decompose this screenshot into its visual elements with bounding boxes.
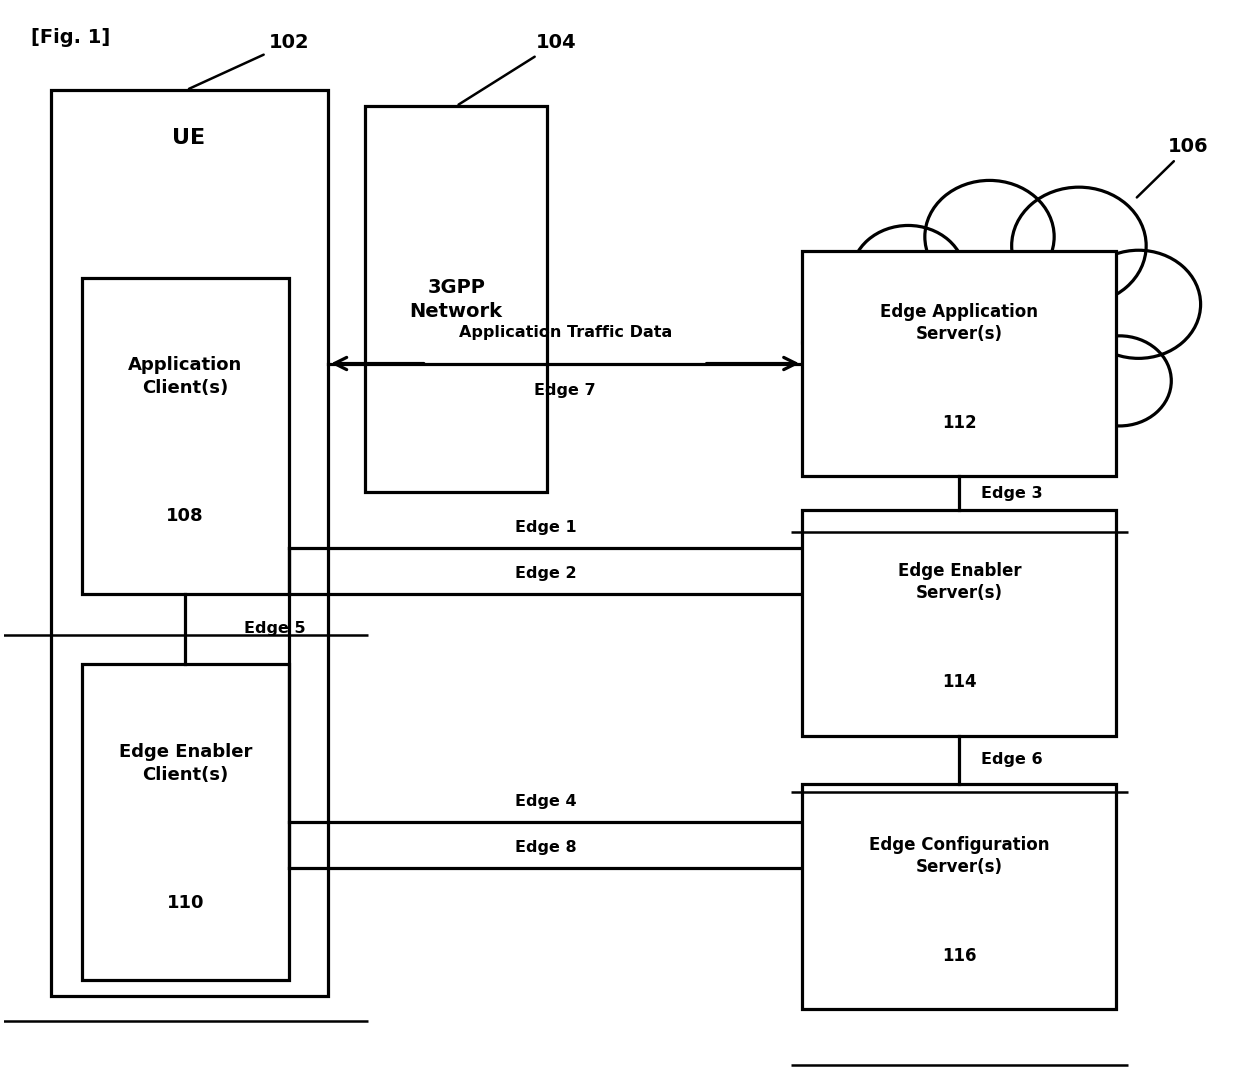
Bar: [51, 90, 329, 997]
Circle shape: [852, 226, 965, 324]
Text: 102: 102: [188, 34, 310, 89]
Text: 112: 112: [942, 414, 977, 431]
Circle shape: [1012, 187, 1146, 304]
Text: 114: 114: [942, 673, 977, 691]
Circle shape: [965, 361, 1079, 459]
Circle shape: [802, 293, 916, 392]
Text: Edge 4: Edge 4: [515, 793, 577, 809]
Circle shape: [1076, 250, 1200, 359]
Text: Edge 8: Edge 8: [515, 840, 577, 855]
Text: Edge 5: Edge 5: [244, 622, 306, 637]
Text: Edge 7: Edge 7: [534, 383, 596, 398]
Text: Edge 2: Edge 2: [515, 566, 577, 582]
Bar: [802, 251, 1116, 476]
Circle shape: [1068, 336, 1172, 426]
Text: Edge 3: Edge 3: [982, 485, 1043, 501]
Text: Edge 1: Edge 1: [515, 520, 577, 535]
Text: Edge Enabler
Server(s): Edge Enabler Server(s): [898, 562, 1021, 602]
Bar: [82, 664, 289, 980]
Text: 116: 116: [942, 947, 977, 964]
Text: Edge 6: Edge 6: [982, 752, 1043, 768]
Text: Application Traffic Data: Application Traffic Data: [459, 325, 672, 339]
Bar: [802, 784, 1116, 1010]
Circle shape: [925, 181, 1054, 293]
Text: Application
Client(s): Application Client(s): [128, 357, 242, 398]
Text: 108: 108: [166, 507, 205, 525]
Circle shape: [884, 353, 987, 444]
Text: Edge Configuration
Server(s): Edge Configuration Server(s): [869, 836, 1049, 876]
Text: 106: 106: [1137, 137, 1209, 198]
Text: 110: 110: [166, 894, 203, 911]
Text: 104: 104: [459, 34, 577, 105]
Bar: [82, 278, 289, 595]
Text: 3GPP
Network: 3GPP Network: [409, 278, 502, 321]
Text: [Fig. 1]: [Fig. 1]: [31, 28, 110, 46]
Bar: [802, 510, 1116, 736]
Text: Edge Application
Server(s): Edge Application Server(s): [880, 303, 1038, 343]
Bar: [365, 106, 547, 492]
Text: Edge Enabler
Client(s): Edge Enabler Client(s): [119, 743, 252, 784]
Text: UE: UE: [172, 129, 206, 148]
